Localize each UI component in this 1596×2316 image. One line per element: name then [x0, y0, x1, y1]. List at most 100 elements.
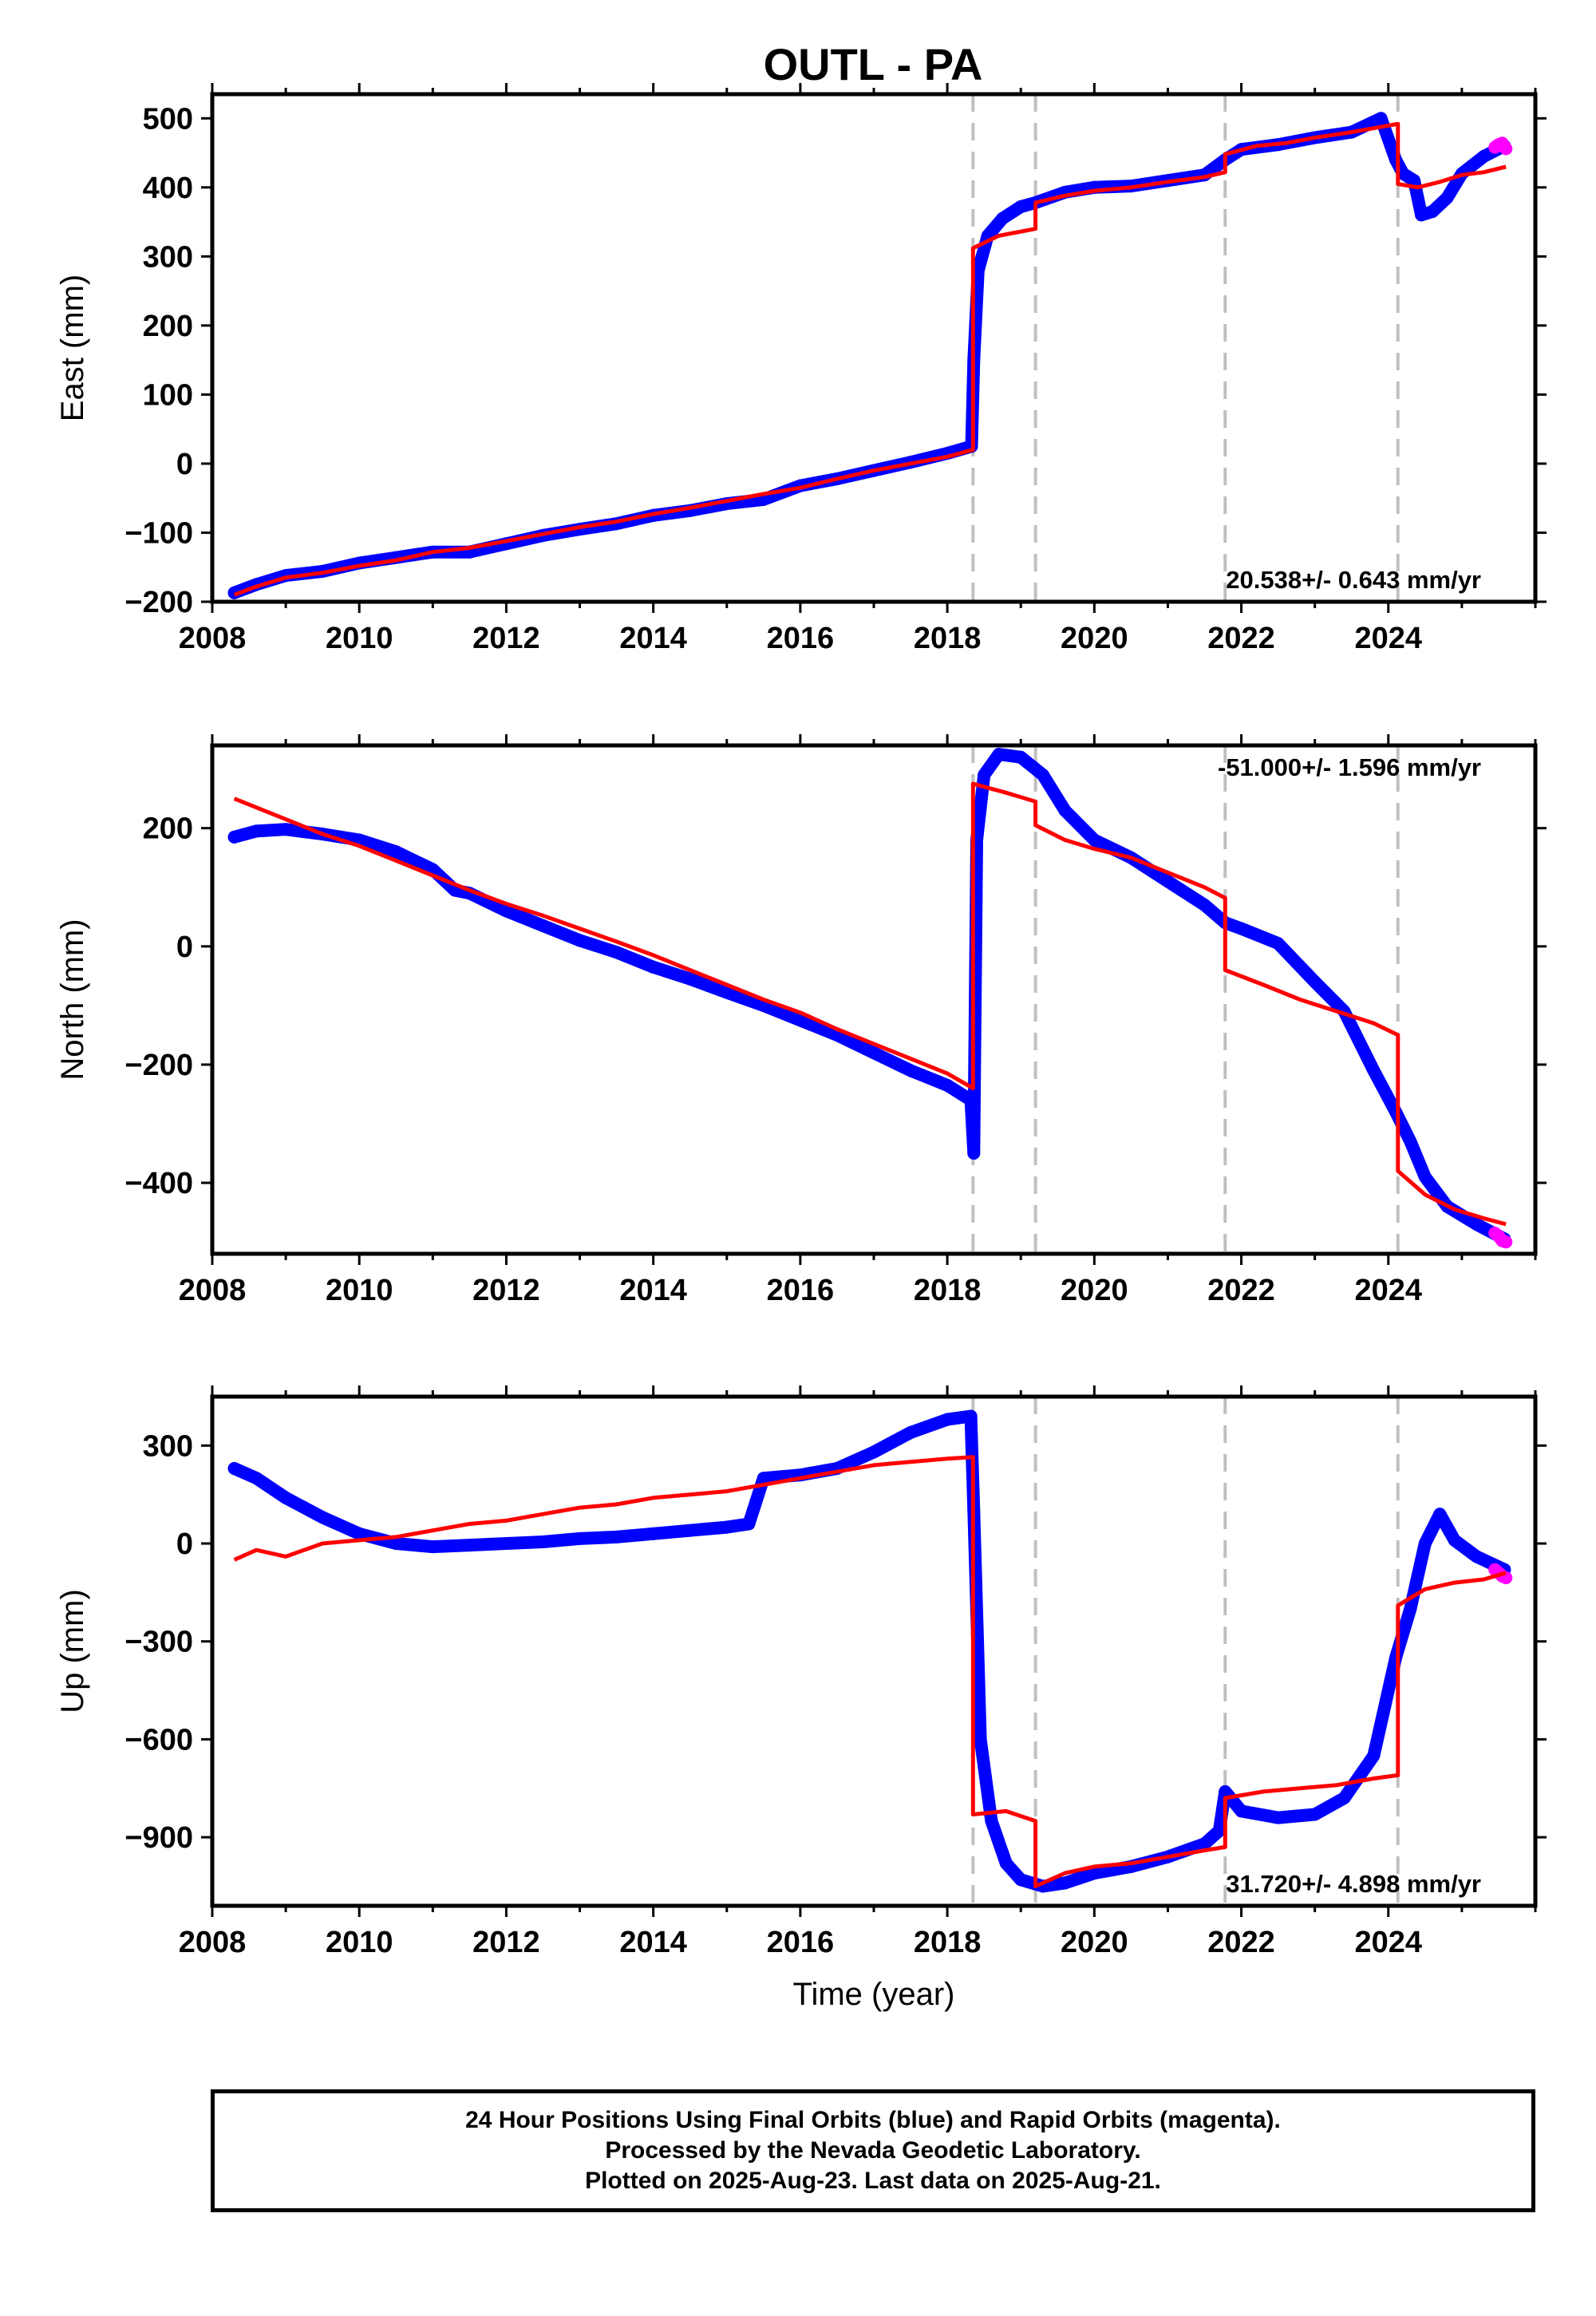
- final-orbit-point: [1014, 1873, 1028, 1887]
- x-tick-label: 2016: [767, 622, 835, 655]
- rapid-orbit-point: [1499, 1235, 1513, 1249]
- final-orbit-point: [1404, 1602, 1417, 1615]
- final-orbit-point: [974, 1733, 987, 1746]
- x-tick-label: 2012: [472, 622, 540, 655]
- model-line: [233, 121, 1507, 597]
- final-orbit-point: [720, 986, 733, 999]
- x-tick-label: 2020: [1061, 622, 1128, 655]
- y-axis-label: Up (mm): [55, 1589, 90, 1713]
- panels-group: 2008 2010 2012 2014 2016 2018 2020 2022 2024 −200…: [55, 83, 1547, 2012]
- x-tick-label: 2018: [914, 1926, 982, 1959]
- final-orbit-point: [1058, 804, 1072, 817]
- x-tick-label: 2022: [1207, 1926, 1275, 1959]
- panel-east: 2008 2010 2012 2014 2016 2018 2020 2022 2024 −200…: [55, 83, 1547, 655]
- final-orbit-point: [1470, 1218, 1483, 1231]
- rapid-orbit-point: [1499, 142, 1513, 156]
- y-tick-label: 0: [176, 1528, 193, 1561]
- y-tick-label: −900: [124, 1821, 193, 1855]
- model-line: [233, 781, 1507, 1227]
- x-tick-label: 2024: [1355, 1274, 1423, 1307]
- final-orbit-point: [964, 1409, 978, 1423]
- final-orbit-point: [1161, 875, 1175, 888]
- final-orbit-point: [500, 904, 513, 918]
- final-orbit-track: [227, 748, 1511, 1246]
- final-orbit-point: [964, 1093, 978, 1107]
- final-orbit-point: [1418, 1537, 1432, 1550]
- rate-label: 31.720+/- 4.898 mm/yr: [1226, 1870, 1481, 1898]
- final-orbit-point: [1088, 833, 1101, 847]
- final-orbit-point: [1470, 1550, 1483, 1563]
- x-tick-label: 2018: [914, 1274, 982, 1307]
- final-orbit-point: [463, 1539, 476, 1552]
- final-orbit-point: [536, 919, 550, 932]
- final-orbit-point: [353, 1527, 366, 1540]
- final-orbit-point: [1440, 191, 1454, 204]
- x-tick-label: 2024: [1355, 622, 1423, 655]
- plot-frame: [210, 92, 1538, 604]
- final-orbit-point: [996, 211, 1009, 225]
- x-tick-label: 2018: [914, 622, 982, 655]
- plot-frame: [210, 1394, 1538, 1908]
- final-orbit-point: [683, 972, 697, 986]
- final-orbit-point: [279, 823, 293, 836]
- final-orbit-point: [1308, 975, 1321, 989]
- x-tick-label: 2008: [179, 622, 247, 655]
- final-orbit-point: [1036, 769, 1049, 781]
- final-orbit-point: [316, 1511, 330, 1524]
- y-tick-label: −200: [124, 1049, 193, 1082]
- final-orbit-point: [1367, 1064, 1381, 1077]
- final-orbit-point: [610, 1530, 623, 1543]
- final-orbit-point: [250, 824, 263, 838]
- footer-line-processed-by: Processed by the Nevada Geodetic Laborat…: [605, 2137, 1141, 2164]
- final-orbit-point: [904, 1064, 918, 1077]
- final-orbit-point: [227, 830, 241, 844]
- final-orbit-point: [1271, 937, 1285, 951]
- final-orbit-point: [793, 1014, 807, 1027]
- y-tick-label: 0: [176, 448, 193, 481]
- final-orbit-point: [646, 1527, 660, 1540]
- y-tick-label: −600: [124, 1723, 193, 1757]
- y-tick-label: −100: [124, 516, 193, 550]
- final-orbit-point: [999, 1856, 1013, 1870]
- x-tick-label: 2014: [619, 1926, 687, 1959]
- y-tick-label: 400: [143, 172, 193, 205]
- final-orbit-point: [1367, 1749, 1381, 1762]
- final-orbit-point: [389, 845, 403, 859]
- final-orbit-point: [1058, 1876, 1072, 1890]
- final-orbit-point: [1198, 1837, 1211, 1851]
- final-orbit-point: [500, 1537, 513, 1550]
- y-tick-label: 300: [143, 240, 193, 274]
- x-tick-label: 2022: [1207, 622, 1275, 655]
- final-orbit-point: [720, 1520, 733, 1534]
- y-tick-label: 300: [143, 1429, 193, 1463]
- final-orbit-point: [1014, 750, 1028, 764]
- panel-up: 2008 2010 2012 2014 2016 2018 2020 2022 2024 −900…: [55, 1385, 1547, 2012]
- x-tick-label: 2014: [619, 622, 687, 655]
- final-orbit-point: [683, 1524, 697, 1537]
- final-orbit-point: [250, 1472, 263, 1485]
- final-orbit-point: [1235, 1804, 1248, 1818]
- final-orbit-point: [1088, 1867, 1101, 1880]
- model-line: [233, 1455, 1507, 1888]
- x-tick-label: 2010: [326, 1926, 393, 1959]
- x-tick-label: 2014: [619, 1274, 687, 1307]
- x-tick-label: 2016: [767, 1274, 835, 1307]
- x-tick-label: 2012: [472, 1274, 540, 1307]
- footer-line-plotted-on: Plotted on 2025-Aug-23. Last data on 202…: [585, 2168, 1161, 2194]
- x-tick-label: 2008: [179, 1926, 247, 1959]
- y-tick-label: 0: [176, 931, 193, 964]
- x-tick-label: 2016: [767, 1926, 835, 1959]
- final-orbit-point: [573, 1531, 587, 1545]
- final-orbit-track: [227, 112, 1511, 599]
- final-orbit-point: [867, 1046, 880, 1060]
- final-orbit-point: [992, 748, 1005, 761]
- final-orbit-point: [1418, 1170, 1432, 1184]
- footer-line-orbits: 24 Hour Positions Using Final Orbits (bl…: [465, 2107, 1281, 2133]
- y-tick-label: 200: [143, 812, 193, 846]
- final-orbit-point: [867, 1445, 880, 1459]
- rate-label: 20.538+/- 0.643 mm/yr: [1226, 566, 1481, 594]
- final-orbit-point: [1389, 1105, 1402, 1119]
- final-orbit-point: [1219, 1784, 1232, 1798]
- x-tick-label: 2020: [1061, 1274, 1128, 1307]
